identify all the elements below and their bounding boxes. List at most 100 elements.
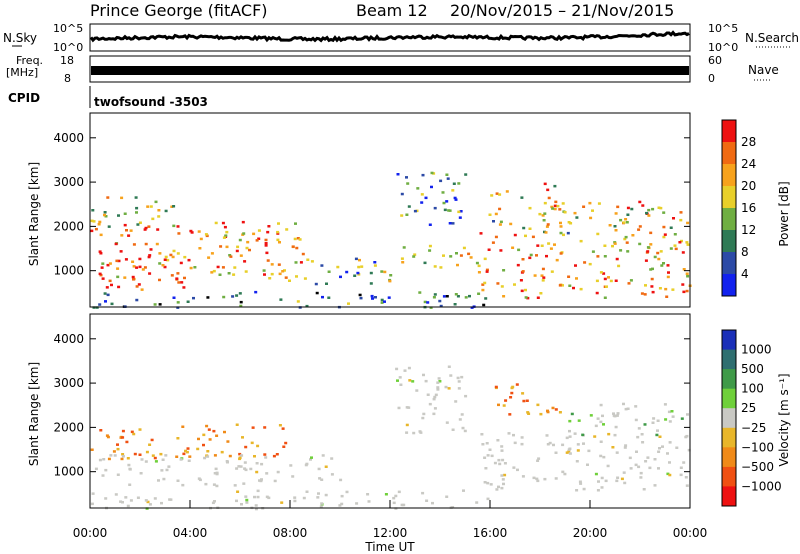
range-gate-cell bbox=[664, 287, 668, 291]
range-gate-cell bbox=[169, 253, 173, 257]
range-gate-cell bbox=[556, 204, 560, 208]
range-gate-cell bbox=[464, 394, 468, 398]
range-gate-cell bbox=[669, 226, 673, 229]
range-gate-cell bbox=[236, 490, 240, 493]
range-gate-cell bbox=[562, 233, 565, 237]
freq-label-1: Freq. bbox=[16, 54, 43, 67]
range-gate-cell bbox=[153, 303, 157, 306]
range-gate-cell bbox=[107, 225, 111, 228]
range-gate-cell bbox=[625, 241, 629, 244]
range-gate-cell bbox=[445, 421, 449, 424]
range-gate-cell bbox=[670, 410, 674, 413]
range-gate-cell bbox=[244, 468, 248, 472]
range-gate-cell bbox=[143, 228, 147, 231]
range-gate-cell bbox=[510, 386, 514, 390]
range-gate-cell bbox=[127, 463, 131, 467]
range-gate-cell bbox=[622, 221, 626, 224]
range-gate-cell bbox=[611, 446, 615, 449]
range-gate-cell bbox=[545, 254, 548, 258]
range-gate-cell bbox=[235, 499, 238, 503]
range-gate-cell bbox=[673, 244, 677, 247]
range-gate-cell bbox=[666, 264, 670, 267]
range-gate-cell bbox=[545, 225, 549, 228]
range-gate-cell bbox=[309, 458, 312, 461]
range-gate-cell bbox=[101, 262, 105, 265]
range-gate-cell bbox=[131, 275, 135, 279]
range-gate-cell bbox=[589, 216, 593, 220]
range-gate-cell bbox=[416, 187, 420, 190]
range-gate-cell bbox=[540, 274, 544, 277]
range-gate-cell bbox=[498, 207, 502, 211]
range-gate-cell bbox=[495, 488, 499, 491]
range-gate-cell bbox=[651, 290, 655, 294]
range-gate-cell bbox=[179, 261, 183, 265]
range-gate-cell bbox=[656, 429, 659, 432]
range-gate-cell bbox=[500, 285, 504, 288]
range-gate-cell bbox=[658, 447, 661, 450]
range-gate-cell bbox=[577, 419, 581, 422]
range-gate-cell bbox=[405, 423, 409, 427]
x-axis-label: Time UT bbox=[364, 540, 415, 554]
range-gate-cell bbox=[490, 194, 494, 197]
range-gate-cell bbox=[262, 269, 266, 272]
range-gate-cell bbox=[565, 436, 569, 440]
colorbar-tick-label: 1000 bbox=[741, 343, 772, 357]
range-gate-cell bbox=[273, 479, 277, 483]
range-gate-cell bbox=[248, 248, 251, 252]
range-gate-cell bbox=[421, 173, 425, 177]
range-gate-cell bbox=[369, 271, 373, 275]
range-gate-cell bbox=[498, 223, 502, 226]
range-gate-cell bbox=[121, 453, 125, 456]
range-gate-cell bbox=[161, 264, 165, 267]
range-gate-cell bbox=[150, 438, 154, 442]
range-gate-cell bbox=[280, 501, 284, 504]
range-gate-cell bbox=[657, 257, 661, 261]
power-ylabel: Slant Range [km] bbox=[27, 162, 41, 266]
range-gate-cell bbox=[491, 241, 495, 244]
range-gate-cell bbox=[445, 295, 449, 298]
range-gate-cell bbox=[246, 240, 250, 244]
range-gate-cell bbox=[158, 278, 161, 282]
range-gate-cell bbox=[459, 254, 463, 257]
range-gate-cell bbox=[135, 266, 139, 269]
range-gate-cell bbox=[657, 467, 660, 470]
range-gate-cell bbox=[336, 265, 340, 269]
range-gate-cell bbox=[572, 286, 575, 290]
range-gate-cell bbox=[176, 437, 180, 440]
range-gate-cell bbox=[636, 435, 640, 439]
range-gate-cell bbox=[455, 252, 458, 255]
range-gate-cell bbox=[187, 258, 191, 262]
range-gate-cell bbox=[539, 292, 543, 295]
range-gate-cell bbox=[221, 266, 225, 269]
range-gate-cell bbox=[548, 441, 552, 445]
range-gate-cell bbox=[532, 476, 536, 480]
range-gate-cell bbox=[114, 493, 118, 496]
range-gate-cell bbox=[543, 477, 547, 481]
range-gate-cell bbox=[595, 279, 599, 283]
range-gate-cell bbox=[98, 220, 102, 224]
range-gate-cell bbox=[520, 196, 524, 199]
range-gate-cell bbox=[667, 271, 670, 274]
range-gate-cell bbox=[442, 295, 446, 298]
time-x-axis: 00:00 04:00 08:00 12:00 16:00 20:00 00:00 bbox=[73, 500, 707, 540]
x-tick-label: 16:00 bbox=[473, 526, 508, 540]
range-gate-cell bbox=[106, 435, 110, 439]
range-gate-cell bbox=[539, 412, 543, 416]
range-gate-cell bbox=[266, 259, 270, 262]
range-gate-cell bbox=[439, 266, 443, 269]
range-gate-cell bbox=[397, 490, 401, 494]
range-gate-cell bbox=[127, 234, 131, 237]
range-gate-cell bbox=[301, 252, 305, 256]
range-gate-cell bbox=[105, 286, 109, 289]
range-gate-cell bbox=[424, 196, 428, 200]
range-gate-cell bbox=[449, 255, 453, 258]
range-gate-cell bbox=[420, 201, 424, 204]
range-gate-cell bbox=[298, 238, 302, 241]
range-gate-cell bbox=[339, 478, 343, 482]
range-gate-cell bbox=[437, 377, 441, 380]
range-gate-cell bbox=[132, 278, 135, 281]
range-gate-cell bbox=[299, 261, 303, 264]
range-gate-cell bbox=[182, 286, 186, 289]
velocity-ylabel: Slant Range [km] bbox=[27, 362, 41, 466]
range-gate-cell bbox=[543, 182, 547, 186]
